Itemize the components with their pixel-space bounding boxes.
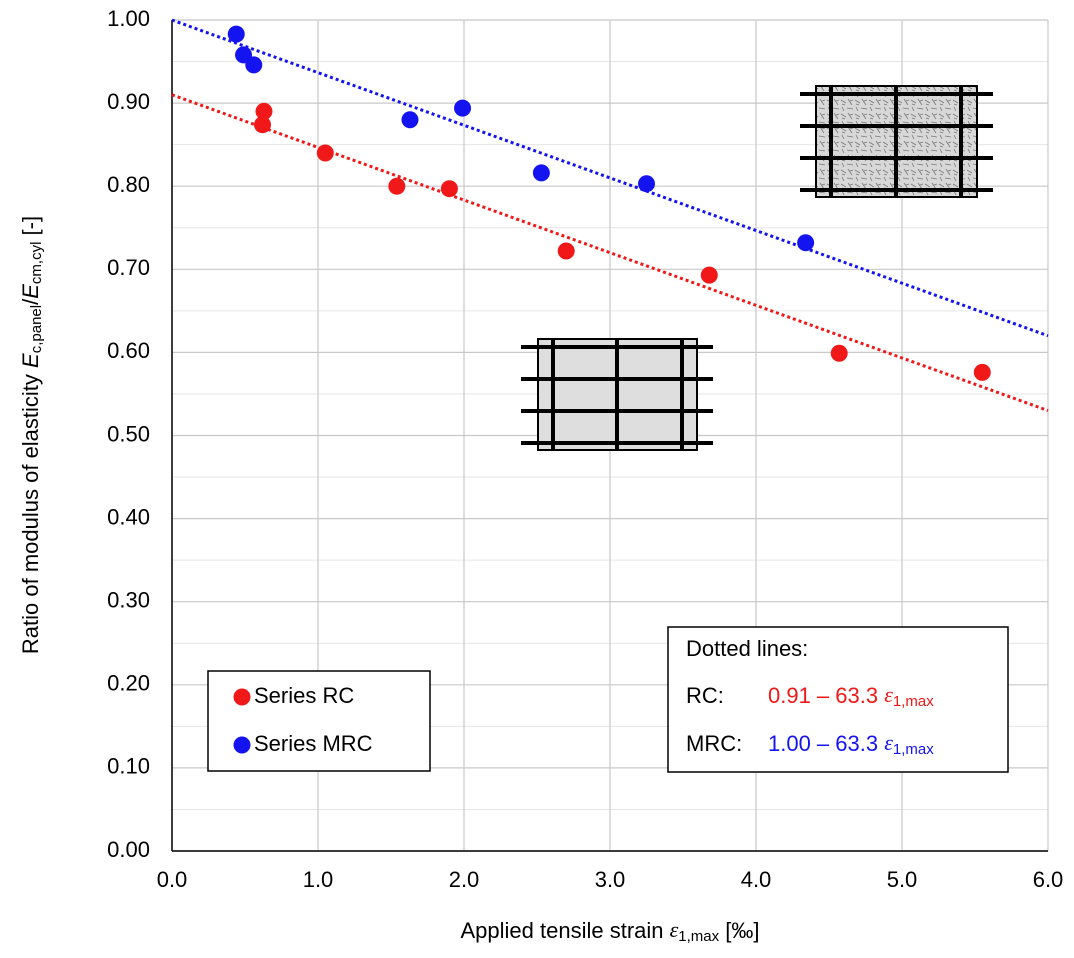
annotation-title: Dotted lines: — [686, 636, 808, 661]
annotation-label: RC: — [686, 683, 724, 708]
legend-marker — [233, 688, 251, 706]
point — [532, 164, 550, 182]
trend-line — [171, 93, 1049, 412]
point — [454, 99, 472, 117]
mrc-panel-icon — [800, 85, 993, 198]
y-tick-label: 0.90 — [107, 89, 150, 114]
point — [797, 234, 815, 252]
point — [388, 177, 406, 195]
point — [401, 111, 419, 129]
legend-marker — [233, 736, 251, 754]
point — [638, 175, 655, 193]
x-tick-label: 6.0 — [1033, 867, 1064, 892]
x-axis-label: Applied tensile strain ε1,max [‰] — [461, 917, 760, 945]
y-tick-label: 1.00 — [107, 6, 150, 31]
x-tick-label: 0.0 — [157, 867, 188, 892]
point — [316, 144, 334, 162]
y-tick-label: 0.30 — [107, 588, 150, 613]
y-tick-label: 0.50 — [107, 421, 150, 446]
point — [227, 25, 245, 43]
annotation-box — [667, 626, 1009, 773]
x-tick-label: 1.0 — [303, 867, 334, 892]
annotation-formula: 1.00 – 63.3 ε1,max — [768, 730, 934, 758]
y-tick-label: 0.80 — [107, 172, 150, 197]
point — [255, 102, 273, 120]
y-tick-label: 0.10 — [107, 754, 150, 779]
legend-label: Series MRC — [254, 731, 373, 756]
x-tick-label: 4.0 — [741, 867, 772, 892]
x-tick-label: 2.0 — [449, 867, 480, 892]
legend-box — [207, 670, 431, 772]
y-tick-label: 0.20 — [107, 671, 150, 696]
y-tick-label: 0.00 — [107, 837, 150, 862]
y-tick-label: 0.40 — [107, 504, 150, 529]
point — [440, 180, 458, 198]
y-tick-label: 0.60 — [107, 338, 150, 363]
point — [973, 363, 991, 381]
point — [830, 344, 848, 362]
trend-line — [171, 18, 1049, 338]
point — [245, 56, 263, 74]
rc-panel-icon — [521, 338, 713, 451]
annotation-formula: 0.91 – 63.3 ε1,max — [768, 682, 934, 710]
annotation-label: MRC: — [686, 731, 742, 756]
point — [557, 242, 575, 260]
x-tick-label: 3.0 — [595, 867, 626, 892]
y-axis-label: Ratio of modulus of elasticity Ec,panel/… — [18, 216, 45, 654]
point — [254, 116, 272, 134]
point — [700, 266, 718, 284]
x-tick-label: 5.0 — [887, 867, 918, 892]
y-tick-label: 0.70 — [107, 255, 150, 280]
legend-label: Series RC — [254, 683, 354, 708]
